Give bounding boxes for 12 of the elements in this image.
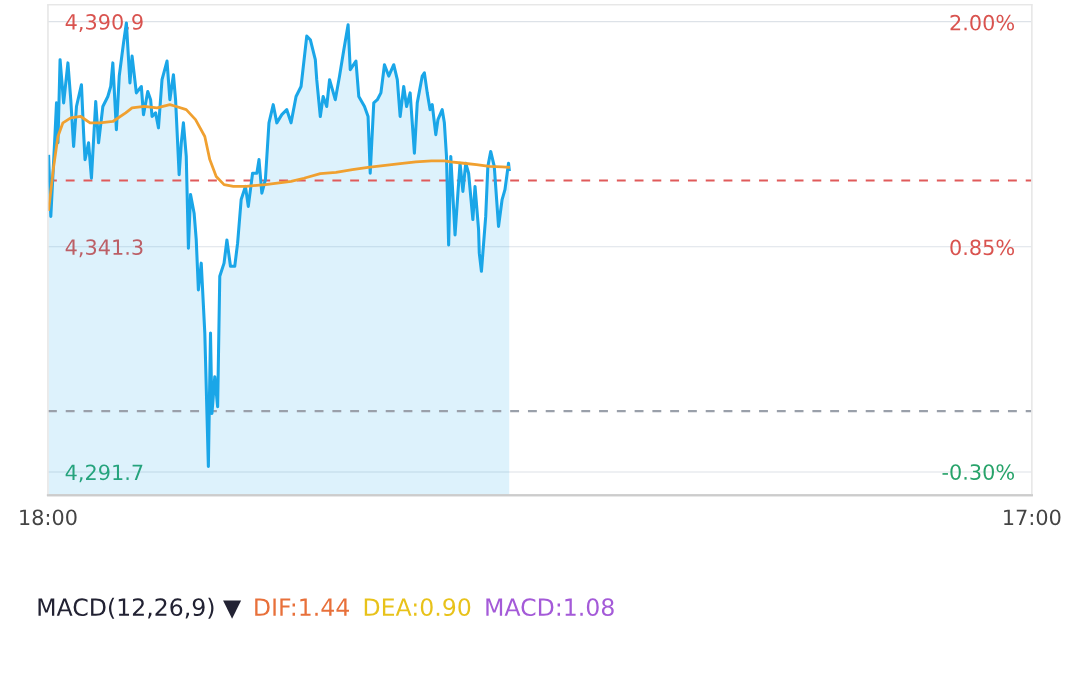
x-tick-label: 18:00 bbox=[20, 509, 77, 526]
text: MACD(12,26,9) ▼ bbox=[38, 597, 242, 619]
text: DEA:0.90 bbox=[364, 598, 471, 617]
y-tick-label: 4,341.3 bbox=[65, 239, 143, 258]
y-tick-label: 4,390.9 bbox=[65, 14, 143, 32]
y2-tick-label: -0.30% bbox=[942, 464, 1015, 480]
x-tick-label: 17:00 bbox=[1004, 509, 1061, 526]
y2-tick-label: 2.00% bbox=[950, 14, 1015, 31]
y-tick-label: 4,291.7 bbox=[65, 464, 143, 483]
text: DIF:1.44 bbox=[255, 598, 349, 616]
text: MACD:1.08 bbox=[486, 598, 614, 617]
y2-tick-label: 0.85% bbox=[950, 239, 1015, 256]
